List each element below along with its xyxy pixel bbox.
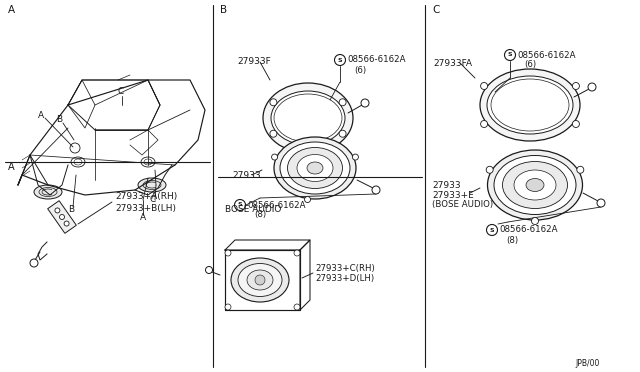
Circle shape (294, 304, 300, 310)
Text: 08566-6162A: 08566-6162A (347, 55, 406, 64)
Ellipse shape (487, 76, 573, 134)
Text: A: A (140, 214, 146, 222)
Text: A: A (8, 162, 15, 172)
Circle shape (30, 259, 38, 267)
Text: 27933FA: 27933FA (433, 58, 472, 67)
Circle shape (234, 199, 246, 211)
Circle shape (504, 49, 515, 61)
Text: S: S (237, 202, 243, 208)
Ellipse shape (138, 178, 166, 192)
Text: JPB/00: JPB/00 (575, 359, 600, 369)
Ellipse shape (231, 258, 289, 302)
Circle shape (353, 154, 358, 160)
Ellipse shape (238, 263, 282, 296)
Circle shape (294, 250, 300, 256)
Ellipse shape (488, 150, 582, 220)
Ellipse shape (307, 162, 323, 174)
Text: B: B (56, 115, 62, 125)
Circle shape (481, 121, 488, 128)
Text: (8): (8) (254, 211, 266, 219)
Text: (6): (6) (354, 65, 366, 74)
Text: S: S (508, 52, 512, 58)
Text: 27933+E: 27933+E (432, 190, 474, 199)
Circle shape (486, 166, 493, 173)
Circle shape (305, 196, 310, 202)
Text: (6): (6) (524, 61, 536, 70)
Ellipse shape (297, 154, 333, 182)
Text: B: B (68, 205, 74, 215)
Text: S: S (490, 228, 494, 232)
Circle shape (339, 99, 346, 106)
Text: S: S (338, 58, 342, 62)
Circle shape (335, 55, 346, 65)
Circle shape (225, 304, 231, 310)
Text: 08566-6162A: 08566-6162A (499, 225, 557, 234)
Text: C: C (432, 5, 440, 15)
Circle shape (572, 121, 579, 128)
Text: A: A (8, 5, 15, 15)
Text: BOSE AUDIO: BOSE AUDIO (225, 205, 282, 215)
Ellipse shape (34, 185, 62, 199)
Text: 08566-6162A: 08566-6162A (517, 51, 575, 60)
Circle shape (271, 154, 278, 160)
Circle shape (531, 218, 538, 224)
Circle shape (361, 99, 369, 107)
Circle shape (270, 99, 277, 106)
Text: 08566-6162A: 08566-6162A (247, 201, 305, 209)
Ellipse shape (480, 69, 580, 141)
Text: (8): (8) (506, 235, 518, 244)
Ellipse shape (247, 270, 273, 290)
Ellipse shape (502, 161, 568, 208)
Circle shape (55, 208, 60, 213)
Ellipse shape (263, 83, 353, 153)
Text: C: C (150, 196, 156, 205)
Text: 27933+B(LH): 27933+B(LH) (115, 205, 176, 214)
Text: (BOSE AUDIO): (BOSE AUDIO) (432, 201, 493, 209)
Ellipse shape (274, 137, 356, 199)
Circle shape (255, 275, 265, 285)
Circle shape (339, 130, 346, 137)
Text: A: A (38, 110, 44, 119)
Text: 27933: 27933 (232, 170, 260, 180)
Circle shape (64, 221, 69, 226)
Ellipse shape (271, 91, 345, 145)
Ellipse shape (280, 142, 350, 194)
Text: 27933: 27933 (432, 180, 461, 189)
Ellipse shape (287, 148, 342, 189)
Circle shape (225, 250, 231, 256)
Ellipse shape (514, 170, 556, 200)
Text: B: B (220, 5, 227, 15)
Text: 27933+D(LH): 27933+D(LH) (315, 273, 374, 282)
Ellipse shape (526, 179, 544, 192)
Ellipse shape (494, 155, 576, 215)
Circle shape (588, 83, 596, 91)
Circle shape (597, 199, 605, 207)
Text: 27933F: 27933F (237, 58, 271, 67)
Circle shape (270, 130, 277, 137)
Bar (47, 201, 76, 233)
Text: 27933+C(RH): 27933+C(RH) (315, 263, 375, 273)
Circle shape (372, 186, 380, 194)
Circle shape (486, 224, 497, 235)
Circle shape (205, 266, 212, 273)
Circle shape (60, 215, 65, 219)
Text: C: C (118, 87, 124, 96)
Circle shape (572, 83, 579, 90)
Circle shape (577, 166, 584, 173)
Text: 27933+A(RH): 27933+A(RH) (115, 192, 177, 202)
Circle shape (481, 83, 488, 90)
